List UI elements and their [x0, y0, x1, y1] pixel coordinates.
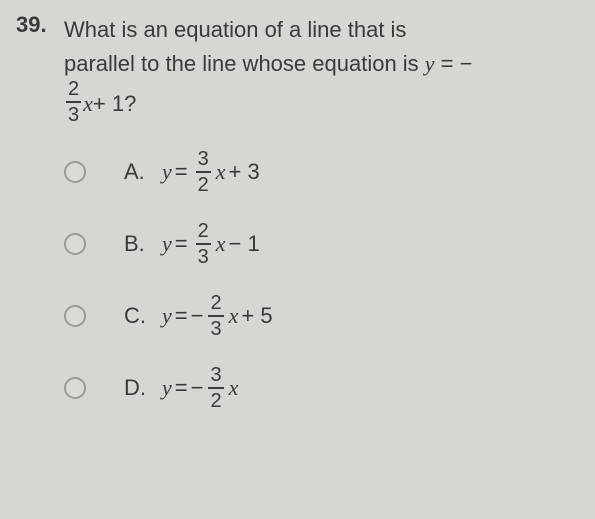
equals-neg: = −: [435, 51, 473, 76]
question-body: What is an equation of a line that is pa…: [64, 12, 472, 127]
frac-den: 3: [208, 315, 223, 339]
choice-letter: B.: [124, 231, 162, 257]
frac-den: 2: [196, 171, 211, 195]
question-line2: parallel to the line whose equation is y…: [64, 47, 472, 81]
choice-c[interactable]: C. y = − 2 3 x + 5: [64, 293, 579, 339]
choice-equation: y = − 3 2 x: [162, 365, 241, 411]
var-x: x: [229, 375, 239, 401]
frac-num: 2: [208, 293, 223, 315]
question-row: 39. What is an equation of a line that i…: [16, 12, 579, 127]
radio-icon[interactable]: [64, 305, 86, 327]
var-y: y: [162, 303, 172, 329]
equals: =: [175, 159, 188, 185]
var-x: x: [229, 303, 239, 329]
choice-equation: y = − 2 3 x + 5: [162, 293, 273, 339]
choice-letter: D.: [124, 375, 162, 401]
choice-equation: y = 3 2 x + 3: [162, 149, 260, 195]
equals: =: [175, 231, 188, 257]
radio-icon[interactable]: [64, 161, 86, 183]
question-tail: + 1?: [93, 87, 136, 121]
choice-letter: C.: [124, 303, 162, 329]
neg: −: [191, 303, 204, 329]
choice-b[interactable]: B. y = 2 3 x − 1: [64, 221, 579, 267]
frac-den: 2: [208, 387, 223, 411]
tail: + 3: [229, 159, 260, 185]
choice-list: A. y = 3 2 x + 3 B. y = 2 3 x − 1: [64, 149, 579, 411]
equals: =: [175, 303, 188, 329]
neg: −: [191, 375, 204, 401]
var-x: x: [216, 231, 226, 257]
radio-icon[interactable]: [64, 377, 86, 399]
equals: =: [175, 375, 188, 401]
choice-a[interactable]: A. y = 3 2 x + 3: [64, 149, 579, 195]
var-y: y: [425, 51, 435, 76]
fraction: 3 2: [208, 365, 223, 411]
fraction: 3 2: [196, 149, 211, 195]
var-x: x: [216, 159, 226, 185]
var-y: y: [162, 159, 172, 185]
choice-equation: y = 2 3 x − 1: [162, 221, 260, 267]
frac-num: 2: [66, 79, 81, 101]
question-line3: 2 3 x + 1?: [64, 81, 472, 127]
var-x: x: [83, 87, 93, 121]
frac-den: 3: [196, 243, 211, 267]
tail: − 1: [229, 231, 260, 257]
frac-den: 3: [66, 101, 81, 125]
var-y: y: [162, 231, 172, 257]
tail: + 5: [241, 303, 272, 329]
fraction-two-thirds: 2 3: [66, 79, 81, 125]
radio-icon[interactable]: [64, 233, 86, 255]
question-line1: What is an equation of a line that is: [64, 13, 472, 47]
choice-d[interactable]: D. y = − 3 2 x: [64, 365, 579, 411]
choice-letter: A.: [124, 159, 162, 185]
question-line2-text: parallel to the line whose equation is: [64, 51, 425, 76]
frac-num: 3: [196, 149, 211, 171]
question-number: 39.: [16, 12, 64, 38]
frac-num: 3: [208, 365, 223, 387]
frac-num: 2: [196, 221, 211, 243]
fraction: 2 3: [208, 293, 223, 339]
fraction: 2 3: [196, 221, 211, 267]
var-y: y: [162, 375, 172, 401]
